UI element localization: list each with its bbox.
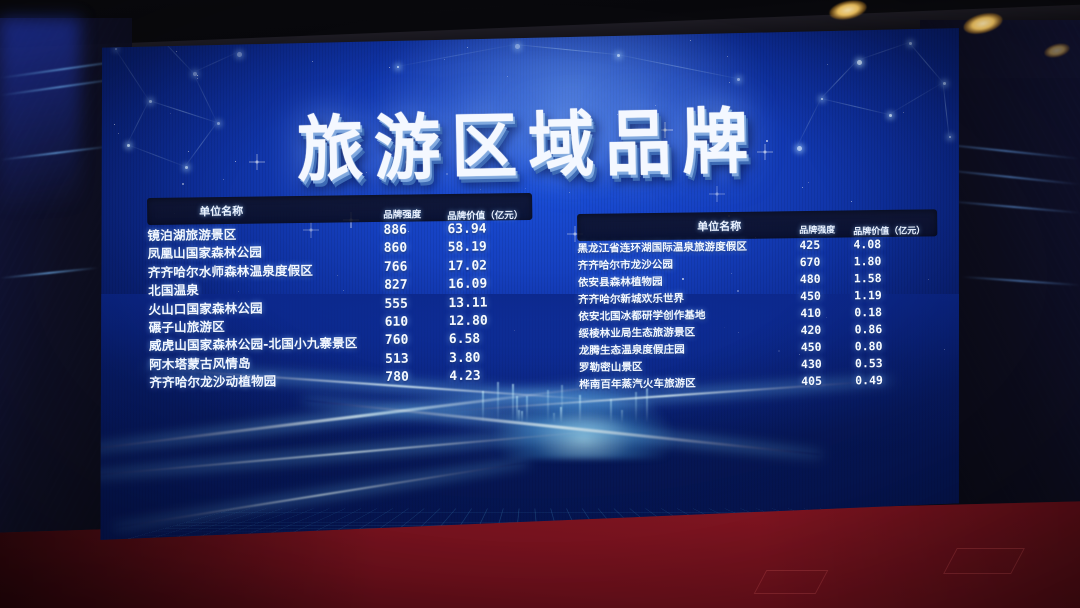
row-brand-value: 0.86 <box>854 322 882 336</box>
row-unit-name: 依安北国冰都研学创作基地 <box>578 307 705 324</box>
row-brand-value: 0.18 <box>854 305 882 319</box>
row-brand-value: 16.09 <box>448 277 487 293</box>
row-brand-value: 1.80 <box>854 254 882 268</box>
row-brand-value: 0.49 <box>855 373 883 387</box>
row-brand-value: 0.53 <box>855 356 883 370</box>
row-brand-strength: 450 <box>800 289 821 303</box>
row-brand-value: 4.23 <box>449 369 481 384</box>
right-ranking-table: 单位名称 品牌强度 品牌价值（亿元） 黑龙江省连环湖国际温泉旅游度假区 425 4.… <box>577 209 939 394</box>
row-brand-value: 1.19 <box>854 288 882 302</box>
row-brand-strength: 610 <box>385 315 409 330</box>
left-table-body: 镜泊湖旅游景区 886 63.94 凤凰山国家森林公园 860 58.19 齐齐哈尔水师森林… <box>147 220 534 391</box>
column-header-name: 单位名称 <box>199 197 243 225</box>
row-unit-name: 凤凰山国家森林公园 <box>148 242 263 262</box>
row-brand-value: 3.80 <box>449 350 481 365</box>
ranking-tables: 单位名称 品牌强度 品牌价值（亿元） 镜泊湖旅游景区 886 63.94 凤凰山国家森… <box>97 26 959 542</box>
row-unit-name: 齐齐哈尔龙沙动植物园 <box>149 370 276 391</box>
row-brand-value: 63.94 <box>447 222 486 238</box>
floor-reflection <box>943 548 1025 574</box>
row-brand-strength: 405 <box>801 374 822 388</box>
row-brand-value: 6.58 <box>449 332 481 347</box>
row-brand-strength: 410 <box>800 306 821 320</box>
row-unit-name: 齐齐哈尔市龙沙公园 <box>578 257 674 273</box>
row-brand-value: 1.58 <box>854 271 882 285</box>
row-brand-strength: 430 <box>801 357 822 371</box>
venue-photo: 旅游区域品牌 单位名称 品牌强度 品牌价值（亿元） 镜泊湖旅游景区 886 63.9… <box>0 0 1080 608</box>
row-brand-strength: 886 <box>383 223 407 238</box>
row-brand-strength: 766 <box>384 259 408 274</box>
row-brand-strength: 513 <box>385 351 409 366</box>
row-brand-strength: 480 <box>800 272 821 286</box>
right-table-body: 黑龙江省连环湖国际温泉旅游度假区 425 4.08 齐齐哈尔市龙沙公园 670 1.80 依… <box>577 236 939 394</box>
row-unit-name: 龙腾生态温泉度假庄园 <box>579 342 685 358</box>
row-brand-strength: 420 <box>800 323 821 337</box>
row-brand-value: 13.11 <box>448 295 487 311</box>
table-row: 桦南百年蒸汽火车旅游区 405 0.49 <box>579 372 939 394</box>
row-unit-name: 桦南百年蒸汽火车旅游区 <box>579 375 696 392</box>
table-row: 齐齐哈尔龙沙动植物园 780 4.23 <box>149 367 534 390</box>
row-unit-name: 绥棱林业局生态旅游景区 <box>578 324 695 341</box>
row-brand-strength: 555 <box>384 296 408 311</box>
row-brand-value: 4.08 <box>853 237 881 251</box>
row-unit-name: 北国温泉 <box>148 279 199 299</box>
row-brand-strength: 425 <box>799 238 820 252</box>
row-unit-name: 罗勒密山景区 <box>579 359 643 375</box>
row-unit-name: 火山口国家森林公园 <box>148 297 263 317</box>
row-brand-strength: 780 <box>385 370 409 385</box>
row-brand-strength: 827 <box>384 278 408 293</box>
row-brand-strength: 670 <box>800 255 821 269</box>
row-unit-name: 齐齐哈尔新城欢乐世界 <box>578 291 684 307</box>
floor-reflection <box>754 570 829 594</box>
row-brand-value: 17.02 <box>448 258 487 274</box>
row-unit-name: 阿木塔蒙古风情岛 <box>149 352 251 372</box>
row-brand-strength: 450 <box>801 340 822 354</box>
row-brand-value: 58.19 <box>448 240 487 256</box>
row-brand-value: 0.80 <box>855 339 883 353</box>
row-unit-name: 依安县森林植物园 <box>578 274 663 290</box>
column-header-name: 单位名称 <box>697 212 741 240</box>
row-brand-strength: 760 <box>385 333 409 348</box>
row-unit-name: 黑龙江省连环湖国际温泉旅游度假区 <box>577 239 747 256</box>
left-wall-glow <box>0 18 80 208</box>
left-ranking-table: 单位名称 品牌强度 品牌价值（亿元） 镜泊湖旅游景区 886 63.94 凤凰山国家森… <box>147 193 534 391</box>
row-unit-name: 碾子山旅游区 <box>149 316 225 336</box>
led-display-screen: 旅游区域品牌 单位名称 品牌强度 品牌价值（亿元） 镜泊湖旅游景区 886 63.9… <box>97 26 959 542</box>
row-brand-strength: 860 <box>384 241 408 256</box>
row-unit-name: 镜泊湖旅游景区 <box>147 224 236 244</box>
row-brand-value: 12.80 <box>449 314 488 330</box>
